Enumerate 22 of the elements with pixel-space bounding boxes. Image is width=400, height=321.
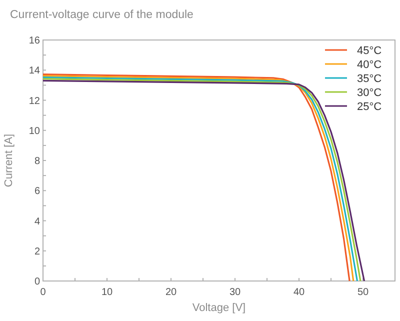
- legend-label: 45°C: [357, 45, 382, 57]
- y-tick-label: 0: [34, 276, 40, 288]
- legend-label: 25°C: [357, 101, 382, 113]
- x-axis-title: Voltage [V]: [192, 302, 246, 314]
- y-tick-label: 14: [28, 66, 40, 77]
- y-tick-label: 6: [34, 186, 40, 198]
- legend-label: 35°C: [357, 73, 382, 85]
- x-tick-label: 10: [101, 287, 113, 298]
- legend-label: 30°C: [357, 87, 382, 99]
- y-tick-label: 4: [34, 216, 40, 228]
- x-tick-label: 50: [357, 287, 369, 298]
- y-tick-label: 10: [28, 126, 40, 137]
- x-tick-label: 30: [229, 287, 241, 298]
- x-tick-label: 20: [165, 287, 177, 298]
- y-tick-label: 12: [28, 96, 40, 107]
- chart-title: Current-voltage curve of the module: [10, 9, 194, 21]
- y-tick-label: 8: [34, 156, 40, 167]
- x-tick-label: 40: [293, 287, 305, 298]
- y-tick-label: 16: [28, 36, 40, 46]
- y-tick-label: 2: [34, 246, 40, 258]
- y-axis-title: Current [A]: [3, 134, 15, 188]
- legend-label: 40°C: [357, 59, 382, 71]
